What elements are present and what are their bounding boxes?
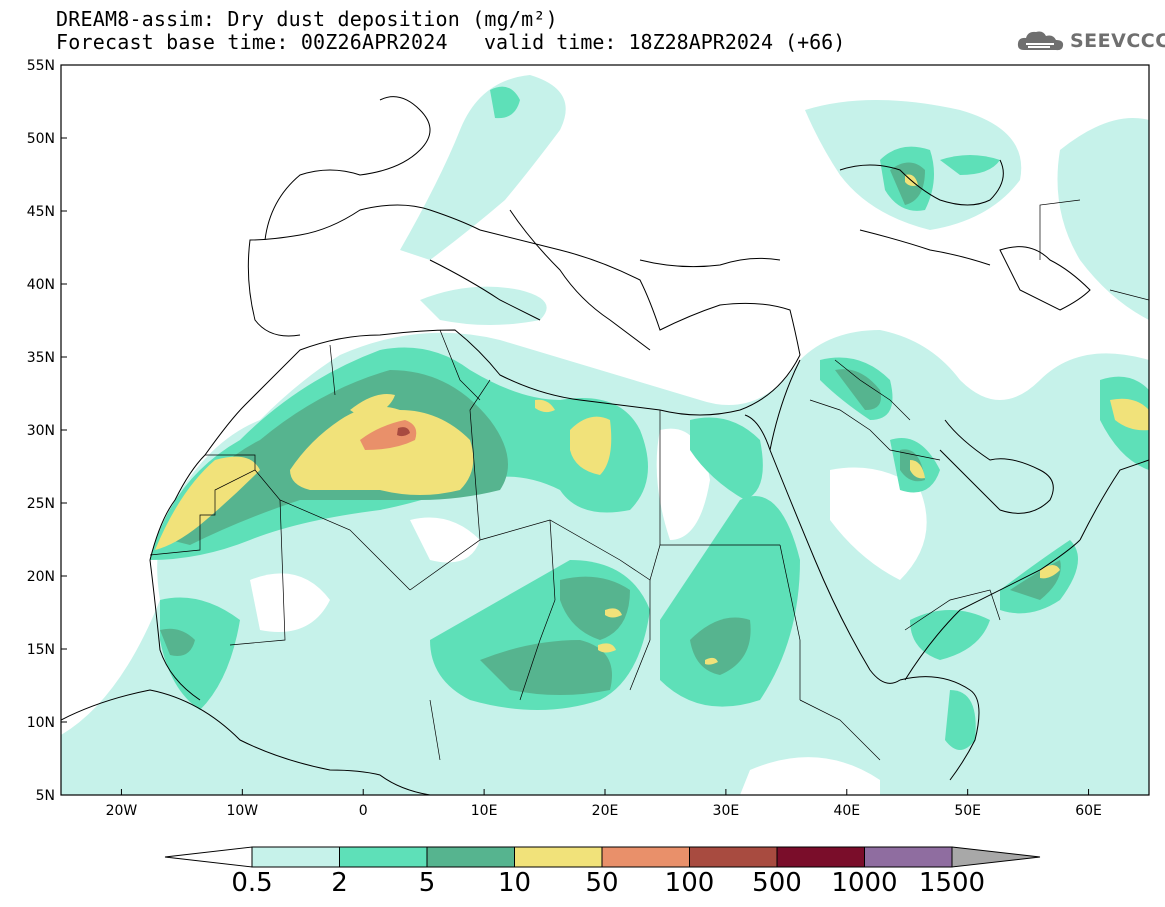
coastlines [61,96,1149,795]
lat-tick-label: 45N [27,204,55,220]
longitude-axis: 20W 10W 0 10E 20E 30E 40E 50E 60E [106,789,1102,819]
seevccc-logo: SEEVCCC [1016,26,1165,56]
colorbar [164,846,1041,868]
forecast-base-time: Forecast base time: 00Z26APR2024 [56,30,448,54]
colorbar-label: 500 [752,868,802,898]
lon-tick-label: 20E [592,803,619,819]
colorbar-box [339,846,428,868]
dust-level-100 [397,427,410,437]
lat-tick-label: 15N [27,642,55,658]
colorbar-label: 5 [418,868,436,898]
lat-tick-label: 50N [27,131,55,147]
map-title: DREAM8-assim: Dry dust deposition (mg/m²… [56,7,558,31]
lon-tick-label: 0 [359,803,368,819]
lat-tick-label: 20N [27,569,55,585]
colorbar-label: 1000 [831,868,898,898]
lon-tick-label: 40E [833,803,860,819]
colorbar-box [864,846,953,868]
lon-tick-label: 10E [471,803,498,819]
lon-tick-label: 10W [226,803,258,819]
colorbar-below-triangle [164,846,253,868]
country-borders [149,199,1149,761]
colorbar-box [426,846,515,868]
colorbar-label: 1500 [918,868,986,898]
colorbar-label: 0.5 [231,868,273,898]
map-plot-area [61,65,1149,795]
lon-tick-label: 50E [954,803,981,819]
cloud-icon [1017,31,1064,51]
dust-level-10 [155,174,1149,665]
lat-tick-label: 30N [27,423,55,439]
valid-time: valid time: 18Z28APR2024 (+66) [484,30,846,54]
lat-tick-label: 25N [27,496,55,512]
colorbar-box [689,846,778,868]
colorbar-box [251,846,340,868]
latitude-axis: 55N 50N 45N 40N 35N 30N 25N 20N 15N 10N 5N [27,58,67,804]
lon-tick-label: 30E [713,803,740,819]
colorbar-label: 100 [664,868,715,898]
colorbar-box [601,846,690,868]
logo-text: SEEVCCC [1070,30,1165,52]
lat-tick-label: 5N [36,788,55,804]
lat-tick-label: 10N [27,715,55,731]
colorbar-above-triangle [951,846,1041,868]
lat-tick-label: 40N [27,277,55,293]
colorbar-box [514,846,603,868]
lon-tick-label: 60E [1075,803,1102,819]
lon-tick-label: 20W [106,803,138,819]
colorbar-label: 50 [585,868,619,898]
colorbar-label: 2 [331,868,348,898]
lat-tick-label: 35N [27,350,55,366]
colorbar-label: 10 [497,868,532,898]
lat-tick-label: 55N [27,58,55,74]
colorbar-boxes [251,846,953,868]
colorbar-box [776,846,865,868]
